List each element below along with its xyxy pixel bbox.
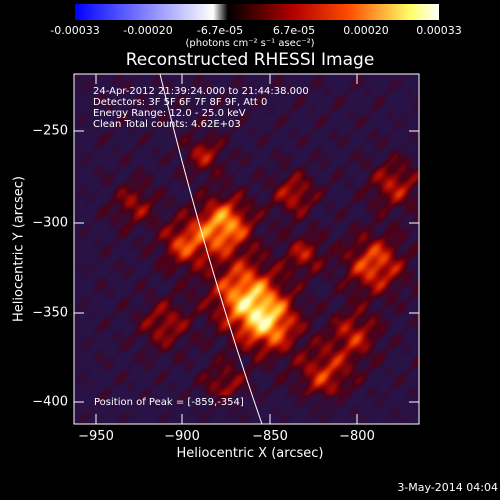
timestamp: 3-May-2014 04:04 — [397, 481, 498, 494]
colorbar — [75, 4, 439, 20]
peak-position-label: Position of Peak = [-859,-354] — [94, 397, 244, 408]
x-tick-label: −800 — [339, 429, 375, 444]
rhessi-image — [74, 74, 419, 424]
info-detectors: Detectors: 3F 5F 6F 7F 8F 9F, Att 0 — [93, 97, 268, 108]
solar-limb-line — [159, 73, 263, 425]
x-tick-label: −850 — [252, 429, 288, 444]
y-tick-label: −350 — [32, 305, 68, 321]
colorbar-tick: -6.7e-05 — [196, 24, 244, 37]
x-tick-label: −900 — [164, 429, 200, 444]
colorbar-tick: 0.00020 — [343, 24, 389, 37]
y-tick-label: −400 — [32, 394, 68, 410]
colorbar-tick: 6.7e-05 — [272, 24, 316, 37]
info-time-range: 24-Apr-2012 21:39:24.000 to 21:44:38.000 — [93, 86, 309, 97]
colorbar-units: (photons cm⁻² s⁻¹ asec⁻²) — [185, 38, 315, 49]
info-clean-counts: Clean Total counts: 4.62E+03 — [93, 119, 241, 130]
x-tick-label: −950 — [78, 429, 114, 444]
y-tick-label: −300 — [32, 215, 68, 231]
plot-title: Reconstructed RHESSI Image — [125, 50, 375, 70]
y-axis-title: Heliocentric Y (arcsec) — [11, 176, 27, 322]
x-axis-title: Heliocentric X (arcsec) — [176, 446, 324, 461]
plot-frame — [73, 73, 420, 425]
info-energy-range: Energy Range: 12.0 - 25.0 keV — [93, 108, 246, 119]
colorbar-tick: -0.00033 — [50, 24, 100, 37]
colorbar-tick: -0.00020 — [123, 24, 173, 37]
y-tick-label: −250 — [32, 123, 68, 139]
colorbar-tick: 0.00033 — [416, 24, 462, 37]
